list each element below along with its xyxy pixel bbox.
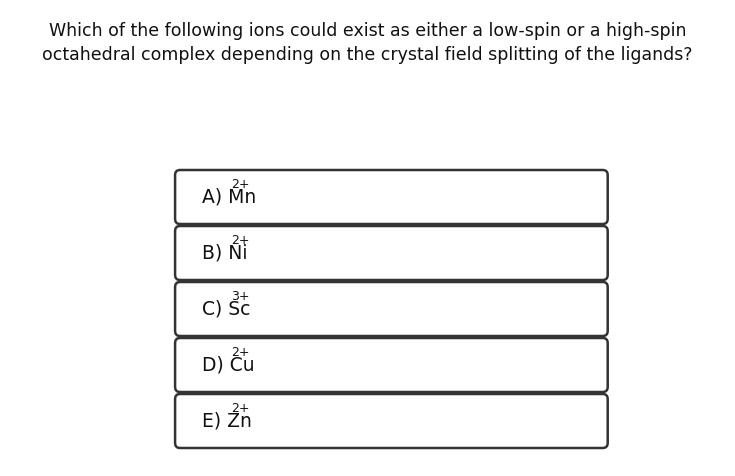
- Text: 2+: 2+: [232, 402, 250, 415]
- Text: 2+: 2+: [232, 346, 250, 359]
- Text: A) Mn: A) Mn: [202, 188, 257, 207]
- Text: octahedral complex depending on the crystal field splitting of the ligands?: octahedral complex depending on the crys…: [42, 46, 693, 64]
- Text: D) Cu: D) Cu: [202, 356, 255, 375]
- Text: 2+: 2+: [232, 178, 250, 191]
- Text: 3+: 3+: [232, 290, 250, 303]
- Text: 2+: 2+: [232, 234, 250, 247]
- Text: B) Ni: B) Ni: [202, 244, 248, 262]
- Text: Which of the following ions could exist as either a low-spin or a high-spin: Which of the following ions could exist …: [49, 22, 686, 40]
- FancyBboxPatch shape: [175, 282, 608, 336]
- FancyBboxPatch shape: [175, 170, 608, 224]
- FancyBboxPatch shape: [175, 394, 608, 448]
- FancyBboxPatch shape: [175, 226, 608, 280]
- Text: E) Zn: E) Zn: [202, 411, 252, 430]
- Text: C) Sc: C) Sc: [202, 299, 251, 318]
- FancyBboxPatch shape: [175, 338, 608, 392]
